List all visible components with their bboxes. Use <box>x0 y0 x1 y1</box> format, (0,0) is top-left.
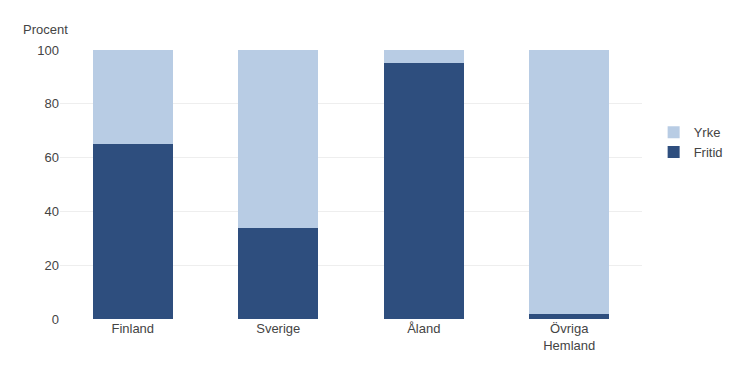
svg-text:Finland: Finland <box>111 321 154 336</box>
svg-text:Fritid: Fritid <box>694 145 723 160</box>
svg-text:Sverige: Sverige <box>256 321 300 336</box>
svg-text:40: 40 <box>45 204 59 219</box>
svg-text:Procent: Procent <box>23 22 68 37</box>
svg-text:0: 0 <box>52 312 59 327</box>
svg-text:60: 60 <box>45 150 59 165</box>
svg-text:80: 80 <box>45 96 59 111</box>
svg-text:20: 20 <box>45 258 59 273</box>
svg-text:ÖvrigaHemland: ÖvrigaHemland <box>543 321 595 353</box>
svg-text:100: 100 <box>37 43 59 58</box>
svg-text:Åland: Åland <box>407 321 440 336</box>
svg-text:Yrke: Yrke <box>694 125 721 140</box>
